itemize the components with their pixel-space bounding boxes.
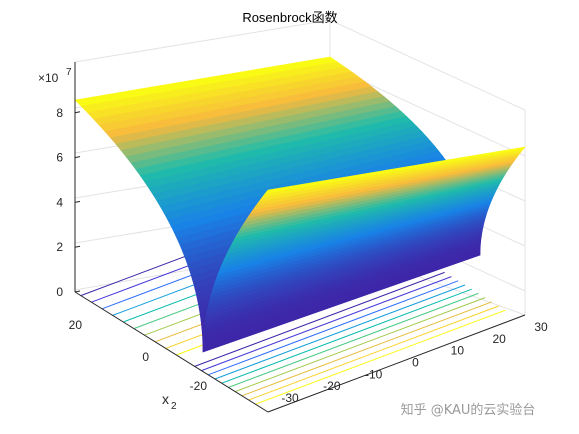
x2-tick-label: 20 [69,318,83,332]
contour-line [207,280,459,376]
contour-line [201,276,452,372]
contour-line [255,309,506,405]
x2-ticks: 20 0 -20 [69,318,208,393]
z-tick-label: 0 [56,285,63,299]
contour-line [221,288,472,384]
watermark: 知乎 @KAU的云实验台 [401,402,536,418]
surface-front [202,146,526,353]
x1-tick-label: 0 [412,356,419,370]
contour-line [248,305,499,401]
x1-tick-label: -20 [323,379,341,393]
x2-tick-label: -20 [190,379,208,393]
surface-band [202,251,481,353]
contour-line [194,271,445,367]
svg-text:7: 7 [66,67,72,78]
svg-text:2: 2 [171,401,177,412]
x1-tick-label: 20 [492,332,506,346]
x1-tick-label: -10 [365,367,383,381]
svg-text:x: x [162,391,169,407]
contour-line [235,297,486,393]
x1-tick-label: -30 [281,391,299,405]
x2-tick-label: 0 [142,350,149,364]
contour-line [241,301,493,397]
z-tick-label: 8 [56,106,63,120]
svg-text:×10: ×10 [38,71,59,85]
chart-title: Rosenbrock函数 [242,10,337,25]
axis-lines [74,62,526,413]
z-exponent-label: ×10 7 [38,67,72,85]
z-tick-label: 6 [56,151,63,165]
contour-line [228,292,479,388]
z-tick-label: 4 [56,195,63,209]
x1-tick-label: 30 [534,320,548,334]
z-tick-label: 2 [56,240,63,254]
z-ticks: 0 2 4 6 8 [56,106,81,299]
y-axis-label: x 2 [162,391,177,412]
contour-line [214,284,466,380]
x1-tick-label: 10 [451,344,465,358]
x1-ticks: -30 -20 -10 0 10 20 30 [281,320,548,405]
